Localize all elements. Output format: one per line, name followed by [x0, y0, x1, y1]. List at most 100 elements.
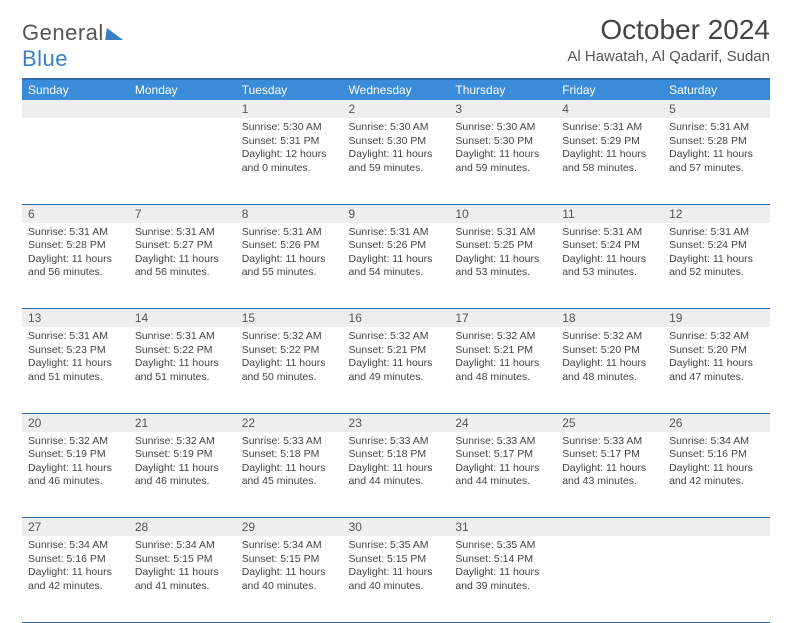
title-block: October 2024 Al Hawatah, Al Qadarif, Sud…	[567, 14, 770, 65]
day-number-cell	[129, 100, 236, 118]
day-content-cell: Sunrise: 5:32 AMSunset: 5:22 PMDaylight:…	[236, 327, 343, 413]
day-number-cell: 30	[343, 518, 450, 537]
daynum-row: 2728293031	[22, 518, 770, 537]
day-content-cell: Sunrise: 5:31 AMSunset: 5:28 PMDaylight:…	[663, 118, 770, 204]
day-details: Sunrise: 5:31 AMSunset: 5:26 PMDaylight:…	[343, 223, 450, 287]
day-number-cell: 22	[236, 413, 343, 432]
day-content-cell: Sunrise: 5:32 AMSunset: 5:19 PMDaylight:…	[129, 432, 236, 518]
day-content-cell: Sunrise: 5:33 AMSunset: 5:17 PMDaylight:…	[449, 432, 556, 518]
day-header: Monday	[129, 79, 236, 100]
day-number-cell: 3	[449, 100, 556, 118]
day-details: Sunrise: 5:34 AMSunset: 5:16 PMDaylight:…	[22, 536, 129, 600]
day-content-cell: Sunrise: 5:34 AMSunset: 5:16 PMDaylight:…	[663, 432, 770, 518]
day-details: Sunrise: 5:32 AMSunset: 5:19 PMDaylight:…	[22, 432, 129, 496]
day-content-cell	[22, 118, 129, 204]
day-content-cell: Sunrise: 5:32 AMSunset: 5:20 PMDaylight:…	[663, 327, 770, 413]
logo: General Blue	[22, 20, 124, 72]
day-content-cell: Sunrise: 5:32 AMSunset: 5:21 PMDaylight:…	[343, 327, 450, 413]
daynum-row: 20212223242526	[22, 413, 770, 432]
day-content-cell: Sunrise: 5:35 AMSunset: 5:14 PMDaylight:…	[449, 536, 556, 622]
day-details: Sunrise: 5:31 AMSunset: 5:29 PMDaylight:…	[556, 118, 663, 182]
day-content-cell: Sunrise: 5:31 AMSunset: 5:24 PMDaylight:…	[663, 223, 770, 309]
day-content-cell: Sunrise: 5:33 AMSunset: 5:17 PMDaylight:…	[556, 432, 663, 518]
day-content-cell: Sunrise: 5:30 AMSunset: 5:30 PMDaylight:…	[343, 118, 450, 204]
day-number-cell: 21	[129, 413, 236, 432]
day-number-cell: 13	[22, 309, 129, 328]
day-details: Sunrise: 5:32 AMSunset: 5:21 PMDaylight:…	[343, 327, 450, 391]
day-number-cell: 4	[556, 100, 663, 118]
day-content-cell: Sunrise: 5:31 AMSunset: 5:25 PMDaylight:…	[449, 223, 556, 309]
day-number-cell: 29	[236, 518, 343, 537]
day-details: Sunrise: 5:34 AMSunset: 5:16 PMDaylight:…	[663, 432, 770, 496]
day-content-cell: Sunrise: 5:32 AMSunset: 5:20 PMDaylight:…	[556, 327, 663, 413]
day-details: Sunrise: 5:32 AMSunset: 5:19 PMDaylight:…	[129, 432, 236, 496]
calendar-page: General Blue October 2024 Al Hawatah, Al…	[0, 0, 792, 623]
day-details: Sunrise: 5:32 AMSunset: 5:22 PMDaylight:…	[236, 327, 343, 391]
day-content-cell: Sunrise: 5:34 AMSunset: 5:15 PMDaylight:…	[129, 536, 236, 622]
day-details: Sunrise: 5:31 AMSunset: 5:25 PMDaylight:…	[449, 223, 556, 287]
day-details: Sunrise: 5:31 AMSunset: 5:27 PMDaylight:…	[129, 223, 236, 287]
day-details: Sunrise: 5:34 AMSunset: 5:15 PMDaylight:…	[129, 536, 236, 600]
day-header: Wednesday	[343, 79, 450, 100]
day-number-cell: 15	[236, 309, 343, 328]
day-content-cell: Sunrise: 5:35 AMSunset: 5:15 PMDaylight:…	[343, 536, 450, 622]
day-details: Sunrise: 5:33 AMSunset: 5:18 PMDaylight:…	[343, 432, 450, 496]
day-number-cell: 31	[449, 518, 556, 537]
day-number-cell: 8	[236, 204, 343, 223]
day-content-cell	[556, 536, 663, 622]
day-details: Sunrise: 5:35 AMSunset: 5:15 PMDaylight:…	[343, 536, 450, 600]
day-number-cell: 24	[449, 413, 556, 432]
day-header: Friday	[556, 79, 663, 100]
day-details: Sunrise: 5:31 AMSunset: 5:28 PMDaylight:…	[22, 223, 129, 287]
daynum-row: 13141516171819	[22, 309, 770, 328]
day-number-cell: 11	[556, 204, 663, 223]
day-details: Sunrise: 5:33 AMSunset: 5:18 PMDaylight:…	[236, 432, 343, 496]
day-details: Sunrise: 5:30 AMSunset: 5:30 PMDaylight:…	[343, 118, 450, 182]
day-number-cell: 20	[22, 413, 129, 432]
daycontent-row: Sunrise: 5:34 AMSunset: 5:16 PMDaylight:…	[22, 536, 770, 622]
day-details: Sunrise: 5:33 AMSunset: 5:17 PMDaylight:…	[449, 432, 556, 496]
daycontent-row: Sunrise: 5:31 AMSunset: 5:28 PMDaylight:…	[22, 223, 770, 309]
day-content-cell: Sunrise: 5:31 AMSunset: 5:24 PMDaylight:…	[556, 223, 663, 309]
day-number-cell	[556, 518, 663, 537]
day-content-cell: Sunrise: 5:31 AMSunset: 5:23 PMDaylight:…	[22, 327, 129, 413]
daycontent-row: Sunrise: 5:31 AMSunset: 5:23 PMDaylight:…	[22, 327, 770, 413]
day-number-cell: 10	[449, 204, 556, 223]
day-header: Sunday	[22, 79, 129, 100]
day-number-cell: 19	[663, 309, 770, 328]
day-content-cell: Sunrise: 5:31 AMSunset: 5:22 PMDaylight:…	[129, 327, 236, 413]
day-number-cell: 14	[129, 309, 236, 328]
day-header: Saturday	[663, 79, 770, 100]
logo-text: General Blue	[22, 20, 124, 72]
day-content-cell: Sunrise: 5:32 AMSunset: 5:21 PMDaylight:…	[449, 327, 556, 413]
month-title: October 2024	[567, 14, 770, 46]
logo-word1: General	[22, 20, 104, 45]
day-content-cell	[663, 536, 770, 622]
day-number-cell: 5	[663, 100, 770, 118]
day-number-cell: 28	[129, 518, 236, 537]
day-content-cell: Sunrise: 5:31 AMSunset: 5:27 PMDaylight:…	[129, 223, 236, 309]
day-content-cell: Sunrise: 5:34 AMSunset: 5:15 PMDaylight:…	[236, 536, 343, 622]
day-content-cell: Sunrise: 5:31 AMSunset: 5:28 PMDaylight:…	[22, 223, 129, 309]
day-details: Sunrise: 5:31 AMSunset: 5:22 PMDaylight:…	[129, 327, 236, 391]
day-number-cell	[22, 100, 129, 118]
day-details: Sunrise: 5:31 AMSunset: 5:24 PMDaylight:…	[556, 223, 663, 287]
day-details: Sunrise: 5:33 AMSunset: 5:17 PMDaylight:…	[556, 432, 663, 496]
day-number-cell: 1	[236, 100, 343, 118]
day-content-cell: Sunrise: 5:32 AMSunset: 5:19 PMDaylight:…	[22, 432, 129, 518]
day-details: Sunrise: 5:30 AMSunset: 5:31 PMDaylight:…	[236, 118, 343, 182]
day-number-cell: 23	[343, 413, 450, 432]
day-number-cell: 2	[343, 100, 450, 118]
day-number-cell: 9	[343, 204, 450, 223]
day-details: Sunrise: 5:32 AMSunset: 5:20 PMDaylight:…	[556, 327, 663, 391]
day-header: Tuesday	[236, 79, 343, 100]
day-number-cell: 25	[556, 413, 663, 432]
day-number-cell: 17	[449, 309, 556, 328]
day-header: Thursday	[449, 79, 556, 100]
day-content-cell: Sunrise: 5:31 AMSunset: 5:26 PMDaylight:…	[236, 223, 343, 309]
day-number-cell: 27	[22, 518, 129, 537]
logo-word2: Blue	[22, 46, 68, 71]
day-content-cell: Sunrise: 5:30 AMSunset: 5:31 PMDaylight:…	[236, 118, 343, 204]
day-number-cell: 18	[556, 309, 663, 328]
day-number-cell: 6	[22, 204, 129, 223]
